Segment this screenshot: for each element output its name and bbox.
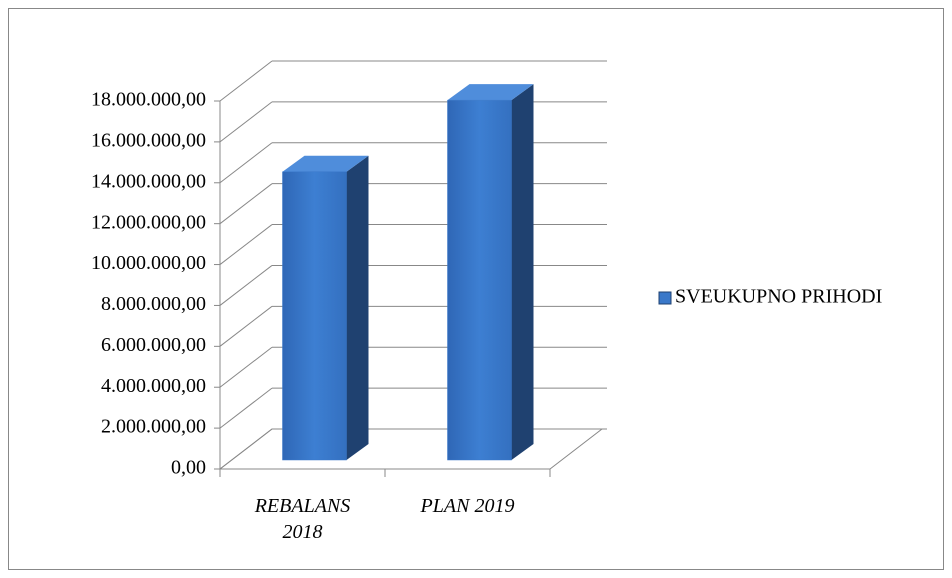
grid-line <box>219 142 273 184</box>
y-tick-label: 2.000.000,00 <box>101 416 206 438</box>
grid-line <box>219 101 273 143</box>
floor <box>218 428 604 470</box>
y-tick-label: 6.000.000,00 <box>101 334 206 356</box>
legend-label: SVEUKUPNO PRIHODI <box>675 286 882 308</box>
grid-line <box>219 346 273 388</box>
bar-top <box>282 155 369 172</box>
bar <box>447 99 512 461</box>
y-tick-label: 4.000.000,00 <box>101 375 206 397</box>
grid-line <box>219 224 273 265</box>
x-tick-label: PLAN 2019 <box>420 495 515 517</box>
grid-line <box>219 183 273 225</box>
bar-side <box>511 84 534 460</box>
grid-line <box>219 265 273 306</box>
bar-side <box>346 155 369 460</box>
y-tick-label: 18.000.000,00 <box>91 89 206 111</box>
y-tick-label: 12.000.000,00 <box>91 211 206 233</box>
legend-swatch <box>658 291 672 305</box>
chart-border <box>8 8 944 570</box>
grid-line <box>219 428 273 470</box>
grid-line <box>219 305 273 347</box>
x-tick-label: REBALANS 2018 <box>254 495 351 543</box>
y-tick-label: 8.000.000,00 <box>101 293 206 315</box>
bar <box>282 171 347 461</box>
y-tick-label: 14.000.000,00 <box>91 170 206 192</box>
y-tick-label: 16.000.000,00 <box>91 129 206 151</box>
grid-line <box>219 387 273 429</box>
bar-top <box>447 84 534 101</box>
y-tick-label: 0,00 <box>171 457 206 479</box>
grid-line <box>219 60 273 102</box>
y-tick-label: 10.000.000,00 <box>91 252 206 274</box>
